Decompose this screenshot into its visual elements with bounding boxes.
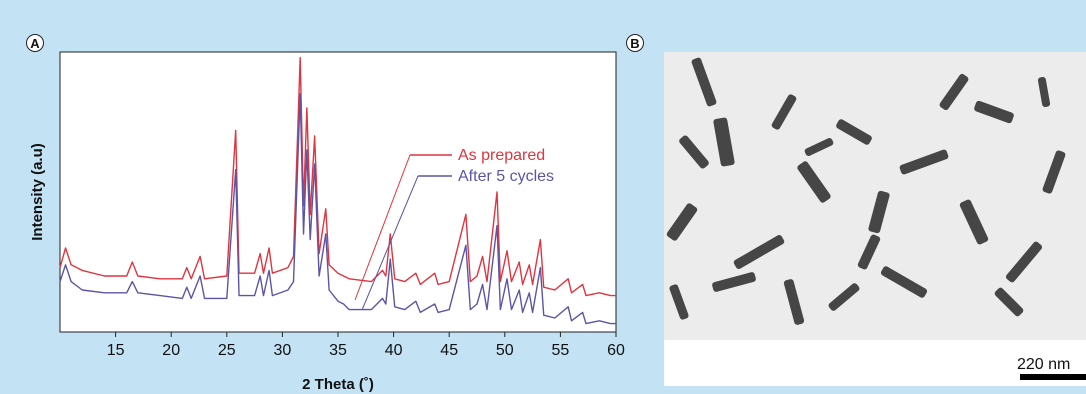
y-axis-label: Intensity (a.u) [29, 143, 46, 241]
legend: As prepared After 5 cycles [354, 147, 554, 311]
x-axis-label: 2 Theta (˚) [302, 376, 374, 393]
tem-micrograph [664, 52, 1086, 340]
series-line-after-5-cycles [59, 93, 616, 325]
x-tick-label: 20 [162, 342, 180, 359]
tem-micrograph-panel: 220 nm [664, 52, 1086, 386]
plot-area [59, 51, 617, 333]
scale-bar [1020, 374, 1086, 380]
series-line-as-prepared [59, 56, 616, 297]
legend-label: After 5 cycles [458, 168, 554, 185]
legend-label: As prepared [458, 147, 545, 164]
x-tick-label: 15 [107, 342, 125, 359]
panel-a-label: A [26, 34, 44, 52]
x-tick-label: 35 [329, 342, 347, 359]
x-tick-label: 55 [552, 342, 570, 359]
legend-leader-line [361, 175, 419, 311]
x-tick-label: 40 [385, 342, 403, 359]
x-axis-ticks: 15 20 25 30 35 40 45 50 55 60 [107, 332, 625, 359]
x-tick-label: 30 [274, 342, 292, 359]
x-tick-label: 50 [496, 342, 514, 359]
x-tick-label: 45 [440, 342, 458, 359]
legend-leader-line [354, 154, 411, 301]
panel-b-label: B [626, 34, 644, 52]
scale-bar-label: 220 nm [1017, 356, 1071, 373]
series-group [59, 56, 616, 325]
x-tick-label: 25 [218, 342, 236, 359]
x-tick-label: 60 [607, 342, 625, 359]
